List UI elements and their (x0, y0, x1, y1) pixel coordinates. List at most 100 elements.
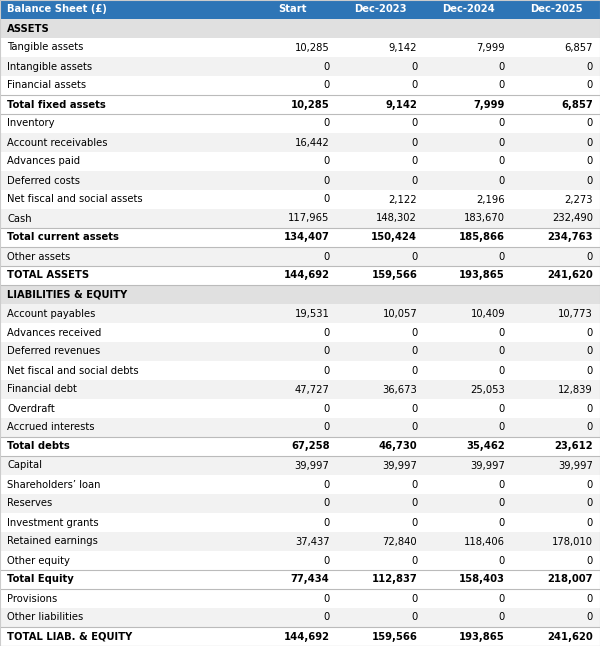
Text: 0: 0 (323, 156, 329, 167)
Text: 2,196: 2,196 (476, 194, 505, 205)
Text: 0: 0 (499, 156, 505, 167)
Text: 0: 0 (587, 517, 593, 528)
Text: 0: 0 (411, 138, 417, 147)
Text: 0: 0 (587, 594, 593, 603)
Bar (0, 570, 600, 589)
Text: 0: 0 (499, 404, 505, 413)
Text: 0: 0 (499, 422, 505, 433)
Text: Capital: Capital (7, 461, 42, 470)
Text: 0: 0 (323, 556, 329, 565)
Text: 0: 0 (323, 517, 329, 528)
Bar (0, 247, 600, 266)
Bar (0, 228, 600, 247)
Text: 241,620: 241,620 (547, 271, 593, 280)
Text: 0: 0 (323, 346, 329, 357)
Text: 39,997: 39,997 (558, 461, 593, 470)
Text: 178,010: 178,010 (552, 536, 593, 547)
Bar (0, 209, 600, 228)
Text: Shareholders’ loan: Shareholders’ loan (7, 479, 101, 490)
Text: 0: 0 (411, 479, 417, 490)
Bar (0, 190, 600, 209)
Bar (0, 304, 600, 323)
Bar (0, 57, 600, 76)
Text: Total Equity: Total Equity (7, 574, 74, 585)
Text: 0: 0 (587, 328, 593, 337)
Text: Dec-2023: Dec-2023 (355, 5, 407, 14)
Text: Advances received: Advances received (7, 328, 101, 337)
Bar (0, 532, 600, 551)
Text: 0: 0 (499, 479, 505, 490)
Text: TOTAL LIAB. & EQUITY: TOTAL LIAB. & EQUITY (7, 632, 133, 641)
Text: 0: 0 (323, 404, 329, 413)
Text: 193,865: 193,865 (459, 271, 505, 280)
Bar (0, 95, 600, 114)
Text: Total fixed assets: Total fixed assets (7, 99, 106, 110)
Text: 0: 0 (499, 176, 505, 185)
Text: 0: 0 (499, 328, 505, 337)
Text: 0: 0 (411, 176, 417, 185)
Text: Start: Start (278, 5, 307, 14)
Text: 0: 0 (587, 404, 593, 413)
Text: Account receivables: Account receivables (7, 138, 108, 147)
Text: 144,692: 144,692 (284, 632, 329, 641)
Text: 0: 0 (323, 118, 329, 129)
Bar (0, 551, 600, 570)
Text: 0: 0 (411, 328, 417, 337)
Text: 23,612: 23,612 (554, 441, 593, 452)
Bar (0, 608, 600, 627)
Text: Inventory: Inventory (7, 118, 55, 129)
Text: Accrued interests: Accrued interests (7, 422, 95, 433)
Text: 35,462: 35,462 (466, 441, 505, 452)
Text: Other liabilities: Other liabilities (7, 612, 83, 623)
Text: 7,999: 7,999 (473, 99, 505, 110)
Bar (0, 285, 600, 304)
Text: 0: 0 (323, 176, 329, 185)
Bar (0, 627, 600, 646)
Bar (0, 133, 600, 152)
Bar (0, 456, 600, 475)
Bar (0, 437, 600, 456)
Text: 0: 0 (411, 251, 417, 262)
Text: 0: 0 (323, 61, 329, 72)
Text: 0: 0 (323, 366, 329, 375)
Text: Retained earnings: Retained earnings (7, 536, 98, 547)
Bar (0, 266, 600, 285)
Text: 0: 0 (411, 81, 417, 90)
Text: 0: 0 (499, 517, 505, 528)
Text: 0: 0 (411, 499, 417, 508)
Text: 234,763: 234,763 (547, 233, 593, 242)
Bar (0, 38, 600, 57)
Text: ASSETS: ASSETS (7, 23, 50, 34)
Text: 0: 0 (499, 251, 505, 262)
Text: 185,866: 185,866 (459, 233, 505, 242)
Text: 10,409: 10,409 (470, 309, 505, 318)
Text: 193,865: 193,865 (459, 632, 505, 641)
Text: 159,566: 159,566 (371, 271, 417, 280)
Text: 0: 0 (323, 194, 329, 205)
Text: 0: 0 (587, 251, 593, 262)
Text: Overdraft: Overdraft (7, 404, 55, 413)
Text: 0: 0 (411, 156, 417, 167)
Text: 39,997: 39,997 (382, 461, 417, 470)
Text: 6,857: 6,857 (564, 43, 593, 52)
Text: 0: 0 (499, 612, 505, 623)
Text: 10,285: 10,285 (291, 99, 329, 110)
Text: 7,999: 7,999 (476, 43, 505, 52)
Text: 0: 0 (323, 612, 329, 623)
Text: 159,566: 159,566 (371, 632, 417, 641)
Text: 10,285: 10,285 (295, 43, 329, 52)
Text: 0: 0 (411, 118, 417, 129)
Text: 0: 0 (499, 499, 505, 508)
Text: Deferred revenues: Deferred revenues (7, 346, 100, 357)
Text: 0: 0 (411, 346, 417, 357)
Text: 37,437: 37,437 (295, 536, 329, 547)
Text: 10,057: 10,057 (382, 309, 417, 318)
Text: 0: 0 (587, 176, 593, 185)
Text: 10,773: 10,773 (558, 309, 593, 318)
Bar (0, 342, 600, 361)
Bar (0, 475, 600, 494)
Text: 0: 0 (411, 404, 417, 413)
Text: 0: 0 (411, 517, 417, 528)
Bar (0, 513, 600, 532)
Text: 134,407: 134,407 (284, 233, 329, 242)
